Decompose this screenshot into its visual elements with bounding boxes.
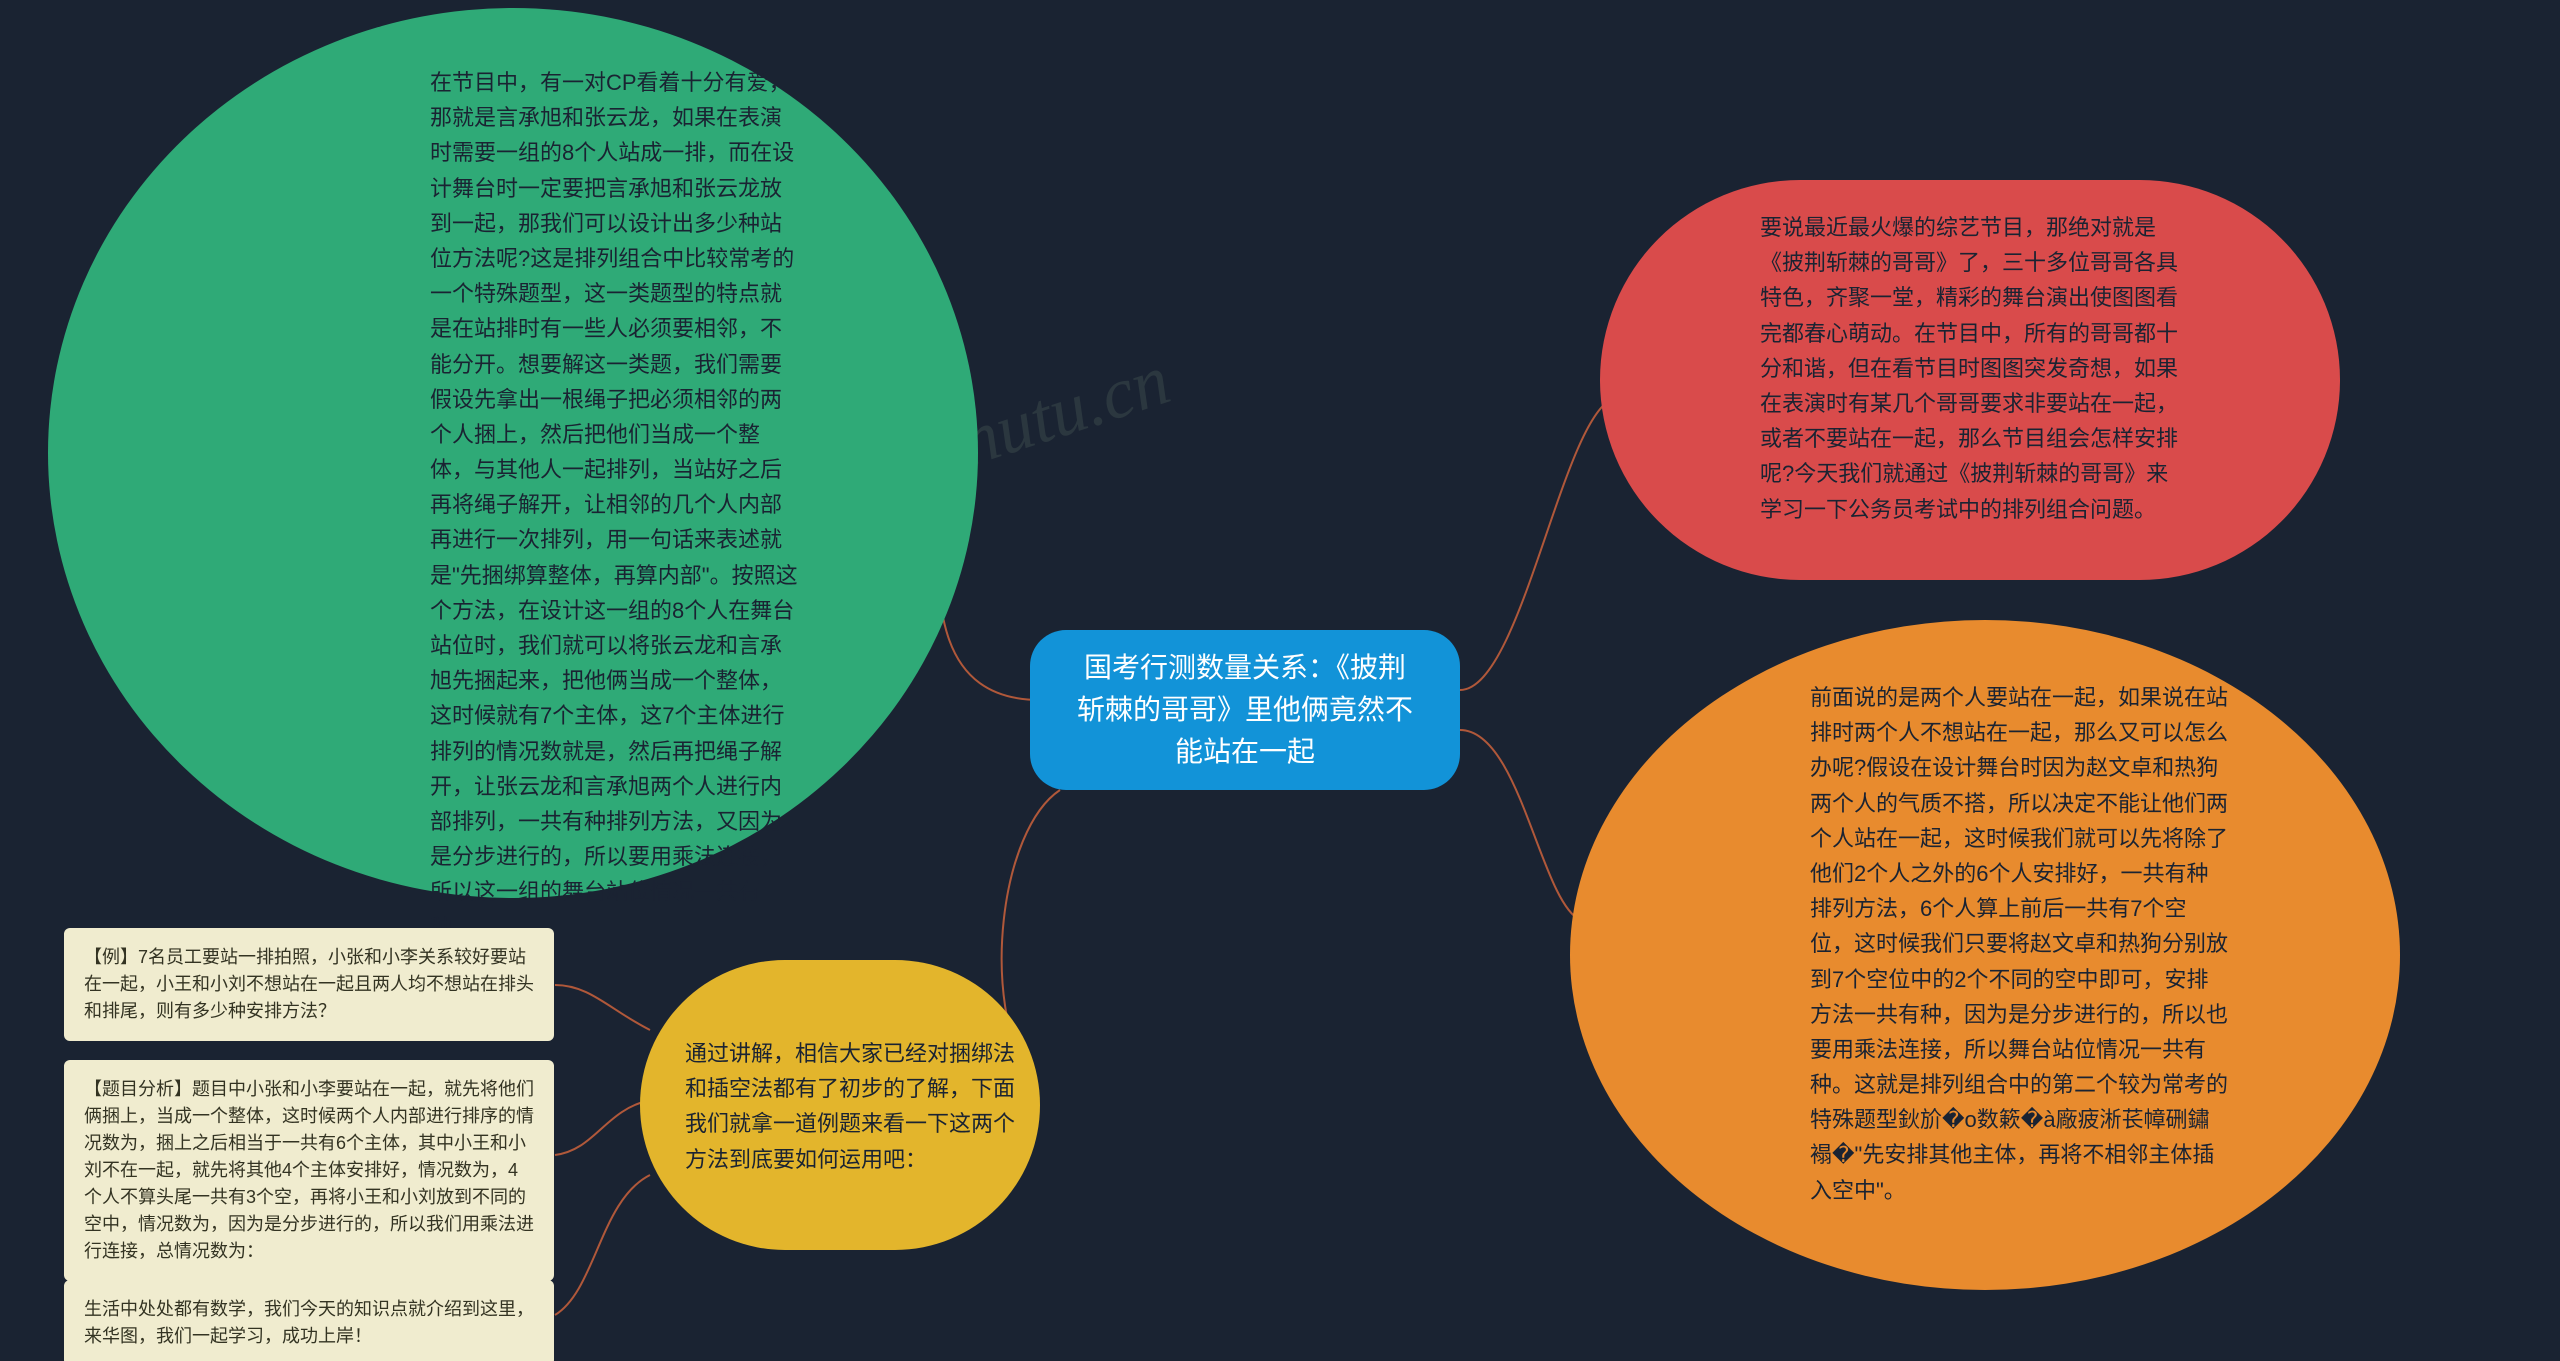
center-node[interactable]: 国考行测数量关系：《披荆斩棘的哥哥》里他俩竟然不能站在一起 [1030, 630, 1460, 790]
leaf-text: 生活中处处都有数学，我们今天的知识点就介绍到这里，来华图，我们一起学习，成功上岸… [84, 1296, 534, 1350]
leaf-text: 【例】7名员工要站一排拍照，小张和小李关系较好要站在一起，小王和小刘不想站在一起… [84, 944, 534, 1025]
center-text: 国考行测数量关系：《披荆斩棘的哥哥》里他俩竟然不能站在一起 [1074, 647, 1416, 773]
leaf-box-analysis[interactable]: 【题目分析】题目中小张和小李要站在一起，就先将他们俩捆上，当成一个整体，这时候两… [64, 1060, 554, 1281]
branch-text-orange: 前面说的是两个人要站在一起，如果说在站排时两个人不想站在一起，那么又可以怎么办呢… [1810, 680, 2230, 1208]
leaf-box-closing[interactable]: 生活中处处都有数学，我们今天的知识点就介绍到这里，来华图，我们一起学习，成功上岸… [64, 1280, 554, 1361]
branch-text-red: 要说最近最火爆的综艺节目，那绝对就是《披荆斩棘的哥哥》了，三十多位哥哥各具特色，… [1760, 210, 2180, 527]
leaf-box-example[interactable]: 【例】7名员工要站一排拍照，小张和小李关系较好要站在一起，小王和小刘不想站在一起… [64, 928, 554, 1041]
leaf-text: 【题目分析】题目中小张和小李要站在一起，就先将他们俩捆上，当成一个整体，这时候两… [84, 1076, 534, 1265]
mindmap-canvas: 树图 shutu.cn 树图 shutu.cn 在节目中，有一对CP看着十分有爱… [0, 0, 2560, 1361]
branch-text-yellow: 通过讲解，相信大家已经对捆绑法和插空法都有了初步的了解，下面我们就拿一道例题来看… [685, 1036, 1015, 1177]
branch-text-green: 在节目中，有一对CP看着十分有爱，那就是言承旭和张云龙，如果在表演时需要一组的8… [430, 65, 800, 945]
